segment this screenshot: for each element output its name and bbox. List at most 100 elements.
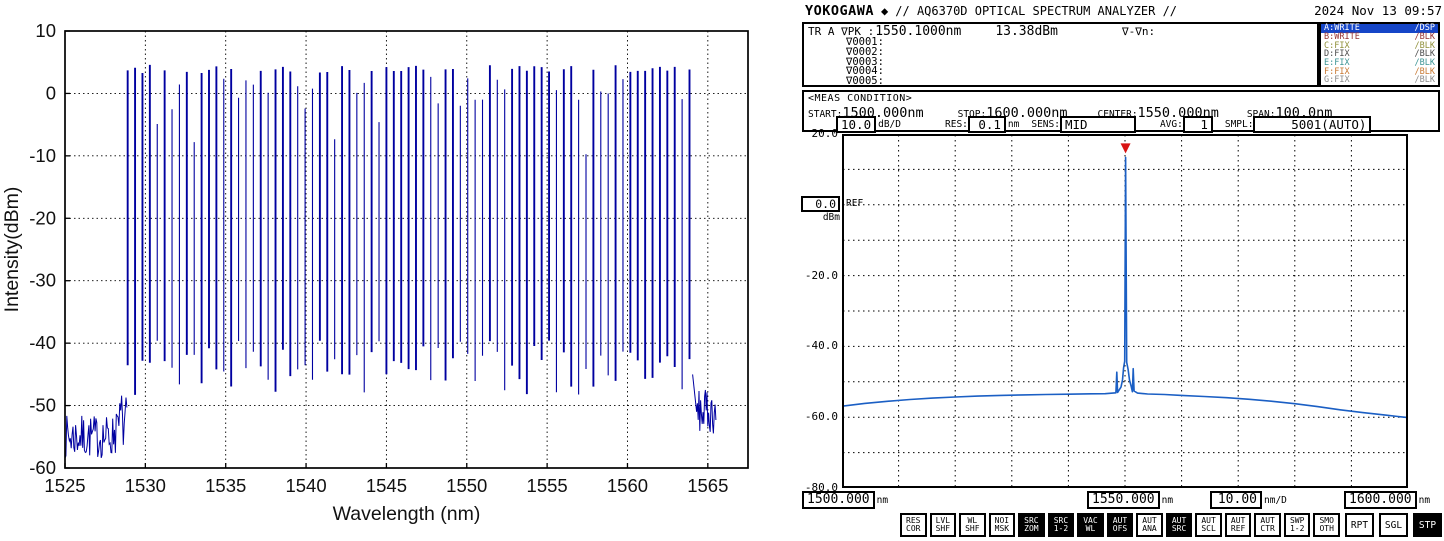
trace-name: B:WRITE [1324,31,1360,42]
actionkey-sgl[interactable]: SGL [1378,513,1408,537]
y-tick-label: 0 [46,82,56,103]
softkey-aut-ctr[interactable]: AUT CTR [1254,513,1281,537]
softkey-src-zom[interactable]: SRC ZOM [1018,513,1045,537]
softkey-aut-src[interactable]: AUT SRC [1165,513,1193,537]
softkey-aut-ref[interactable]: AUT REF [1224,513,1252,537]
softkey-lvl-shf[interactable]: LVL SHF [929,513,957,537]
res-unit: nm [1007,119,1020,130]
settings-row: 10.0 dB/D RES: 0.1 nm SENS: MID AVG: 1 S… [836,116,1410,133]
actionkey-stp[interactable]: STP [1412,513,1442,537]
xaxis-center: 1550.000 nm [1087,491,1173,509]
softkey-noi-msk[interactable]: NOI MSK [988,513,1016,537]
x-tick-label: 1555 [527,475,568,496]
softkey-line1: AUT [1112,516,1128,525]
osa-header: YOKOGAWA ◆ // AQ6370D OPTICAL SPECTRUM A… [805,3,1442,19]
xaxis-scale-field: 10.00 [1210,491,1262,509]
y-tick-label: -10 [29,145,56,166]
trace-status-b[interactable]: B:WRITE/BLK [1321,33,1438,42]
trace-mode: /BLK [1414,75,1435,86]
y-tick-label: -20 [29,207,56,228]
softkey-wl-shf[interactable]: WL SHF [959,513,986,537]
datetime: 2024 Nov 13 09:57 [1314,3,1442,18]
marker-level: 13.38dBm [995,24,1058,39]
smpl-label: SMPL: [1224,119,1254,130]
softkey-line2: 1-2 [1289,524,1305,533]
actionkey-rpt[interactable]: RPT [1344,513,1374,537]
xaxis-start-field: 1500.000 [802,491,875,509]
softkey-line2: SRC [1171,524,1187,533]
avg-field: 1 [1182,116,1213,133]
y-tick-label: -30 [29,270,56,291]
ref-level-unit: dBm [822,212,840,223]
y-axis-label: Intensity(dBm) [1,187,23,313]
marker-info-box: TR A ∇PK : 1550.1000nm 13.38dBm ∇-∇n: ∇0… [802,22,1319,87]
trace-mode: /BLK [1414,31,1435,42]
softkey-line2: OFS [1112,524,1128,533]
level-scale-field: 10.0 [836,116,877,133]
marker-wavelength: 1550.1000nm [875,24,962,39]
trace-mode: /BLK [1414,49,1435,60]
x-tick-label: 1530 [125,475,166,496]
softkey-vac-wl[interactable]: VAC WL [1077,513,1104,537]
softkey-line1: AUT [1230,516,1246,525]
softkey-line1: SRC [1053,516,1069,525]
softkey-line1: LVL [935,516,951,525]
sens-label: SENS: [1031,119,1060,130]
x-tick-label: 1525 [44,475,85,496]
marker-row-4: ∇0004: [846,65,884,78]
meas-condition-box: <MEAS CONDITION> START: 1500.000nm STOP:… [802,90,1440,132]
softkey-line2: ANA [1142,524,1157,533]
softkey-line1: AUT [1142,516,1157,525]
xaxis-center-field: 1550.000 [1087,491,1160,509]
start-label: START: [808,109,843,120]
trace-status-g[interactable]: G:FIX/BLK [1321,76,1438,85]
xaxis-center-unit: nm [1161,495,1174,506]
softkey-line1: AUT [1171,516,1187,525]
softkey-aut-scl[interactable]: AUT SCL [1195,513,1222,537]
softkey-res-cor[interactable]: RES COR [900,513,927,537]
x-tick-label: 1565 [687,475,728,496]
softkey-aut-ana[interactable]: AUT ANA [1136,513,1163,537]
trace-status-c[interactable]: C:FIX/BLK [1321,41,1438,50]
softkey-line2: OTH [1319,524,1334,533]
span-label: SPAN: [1246,109,1276,120]
ref-line-label: REF [846,198,864,209]
softkey-line2: ZOM [1024,524,1039,533]
trace-name: A:WRITE [1324,23,1360,34]
smpl-field: 5001(AUTO) [1253,116,1372,133]
softkey-line1: NOI [994,516,1010,525]
x-tick-label: 1545 [366,475,407,496]
peak-marker-readout: TR A ∇PK : 1550.1000nm 13.38dBm ∇-∇n: [808,25,1313,38]
softkey-aut-ofs[interactable]: AUT OFS [1106,513,1134,537]
trace-status-a[interactable]: A:WRITE/DSP [1321,24,1438,33]
trace-status-d[interactable]: D:FIX/BLK [1321,50,1438,59]
softkey-line2: CTR [1260,524,1275,533]
softkey-line1: VAC [1083,516,1098,525]
softkey-smo-oth[interactable]: SMO OTH [1313,513,1340,537]
trace-name: D:FIX [1324,49,1350,60]
trace-mode: /BLK [1414,66,1435,77]
xaxis-scale-unit: nm/D [1264,495,1287,506]
softkey-line1: SRC [1024,516,1039,525]
softkey-line2: COR [906,524,921,533]
y-tick-label: -50 [29,395,56,416]
softkey-line1: AUT [1260,516,1275,525]
stop-value: 1600.000nm [986,105,1068,121]
y-tick-label: -60 [29,457,56,478]
softkey-swp-1-2[interactable]: SWP 1-2 [1283,513,1311,537]
xaxis-start: 1500.000 nm [802,491,888,509]
marker-row-3: ∇0003: [846,55,884,68]
softkey-line1: AUT [1201,516,1216,525]
softkey-line1: SWP [1289,516,1305,525]
x-tick-label: 1550 [446,475,487,496]
trace-status-f[interactable]: F:FIX/BLK [1321,68,1438,77]
xaxis-stop-field: 1600.000 [1344,491,1417,509]
marker-row-5: ∇0005: [846,75,884,88]
y-tick-label: 10 [35,20,56,41]
marker-trace-label: TR A ∇PK : [808,25,875,38]
trace-status-e[interactable]: E:FIX/BLK [1321,59,1438,68]
xaxis-stop: 1600.000 nm [1344,491,1430,509]
ref-level-field: 0.0 [801,196,840,212]
softkey-src-1-2[interactable]: SRC 1-2 [1047,513,1075,537]
trace-name: C:FIX [1324,40,1350,51]
